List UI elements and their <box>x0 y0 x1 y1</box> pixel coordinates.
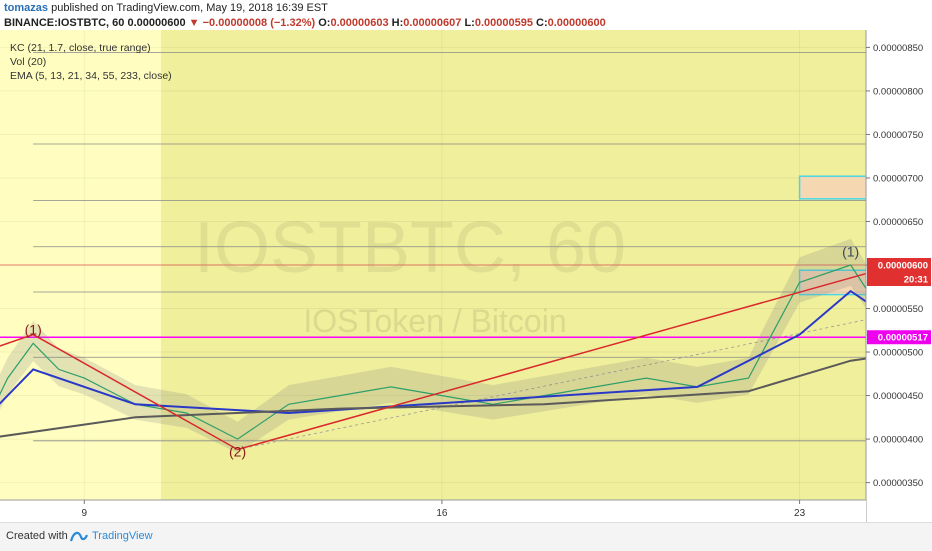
x-tick-label: 16 <box>436 508 448 519</box>
ema-fast-line <box>0 289 932 415</box>
low-label: L: <box>464 17 475 29</box>
y-tick-label: 0.00000800 <box>873 86 923 97</box>
open-value: 0.00000603 <box>330 17 389 29</box>
y-tick-label: 0.00000450 <box>873 391 923 402</box>
price-change: −0.00000008 (−1.32%) <box>202 17 316 29</box>
wave-label: (1) <box>842 243 859 259</box>
time-axis-panel[interactable] <box>0 500 866 522</box>
fibonacci-retracement: 0(0.00000844)0.236(0.00000739)0.382(0.00… <box>33 52 932 450</box>
footer-bar: Created with TradingView <box>0 522 932 551</box>
indicator-kc[interactable]: KC (21, 1.7, close, true range) <box>10 42 151 54</box>
low-value: 0.00000595 <box>474 17 533 29</box>
ema-233-line <box>0 348 932 438</box>
symbol-info: BINANCE:IOSTBTC, 60 0.00000600 ▼ −0.0000… <box>4 17 606 29</box>
y-tick-label: 0.00000500 <box>873 348 923 359</box>
tradingview-logo-icon[interactable] <box>70 529 88 543</box>
wave-lines <box>0 254 932 451</box>
y-tick-label: 0.00000550 <box>873 304 923 315</box>
y-tick-label: 0.00000650 <box>873 217 923 228</box>
last-price: 0.00000600 <box>127 17 186 29</box>
wave-label: (1) <box>25 322 42 338</box>
y-tick-label: 0.00000400 <box>873 435 923 446</box>
indicator-vol[interactable]: Vol (20) <box>10 56 47 68</box>
support-price-tag-bg <box>867 330 931 345</box>
tradingview-brand[interactable]: TradingView <box>92 530 153 542</box>
watermark-name: IOSToken / Bitcoin <box>303 303 566 339</box>
keltner-channel-band <box>0 238 932 453</box>
y-tick-label: 0.00000700 <box>873 173 923 184</box>
fib-trend-line <box>237 305 932 450</box>
y-tick-label: 0.00000350 <box>873 478 923 489</box>
elliott-wave-line <box>0 254 932 451</box>
price-series <box>0 238 932 453</box>
indicator-ema[interactable]: EMA (5, 13, 21, 34, 55, 233, close) <box>10 70 172 82</box>
symbol-label: BINANCE:IOSTBTC, 60 <box>4 17 125 29</box>
price-line <box>0 264 932 440</box>
y-tick-label: 0.00000750 <box>873 130 923 141</box>
close-label: C: <box>536 17 548 29</box>
x-tick-label: 9 <box>82 508 88 519</box>
time-axis-ticks: 9162327May71421 <box>82 500 806 519</box>
price-tags: 0.00000600 20:31 0.00000517 <box>867 258 931 345</box>
countdown-tag-bg <box>867 272 931 286</box>
countdown-tag: 20:31 <box>904 275 929 286</box>
wave-label: (2) <box>229 443 246 459</box>
support-price-tag: 0.00000517 <box>878 333 928 344</box>
down-arrow-icon: ▼ <box>188 17 200 29</box>
watermark-symbol: IOSTBTC, 60 <box>194 208 626 288</box>
x-tick-label: 23 <box>794 508 806 519</box>
author-name[interactable]: tomazas <box>4 2 49 14</box>
close-value: 0.00000600 <box>547 17 606 29</box>
published-text: published on TradingView.com, May 19, 20… <box>51 2 328 14</box>
current-price-tag: 0.00000600 <box>878 261 928 272</box>
current-price-tag-bg <box>867 258 931 272</box>
publish-info: tomazas published on TradingView.com, Ma… <box>4 2 328 14</box>
high-label: H: <box>391 17 404 29</box>
open-label: O: <box>318 17 331 29</box>
watermark: IOSTBTC, 60 IOSToken / Bitcoin <box>194 208 626 339</box>
high-value: 0.00000607 <box>403 17 462 29</box>
created-with-label: Created with <box>6 530 68 542</box>
y-tick-label: 0.00000850 <box>873 43 923 54</box>
